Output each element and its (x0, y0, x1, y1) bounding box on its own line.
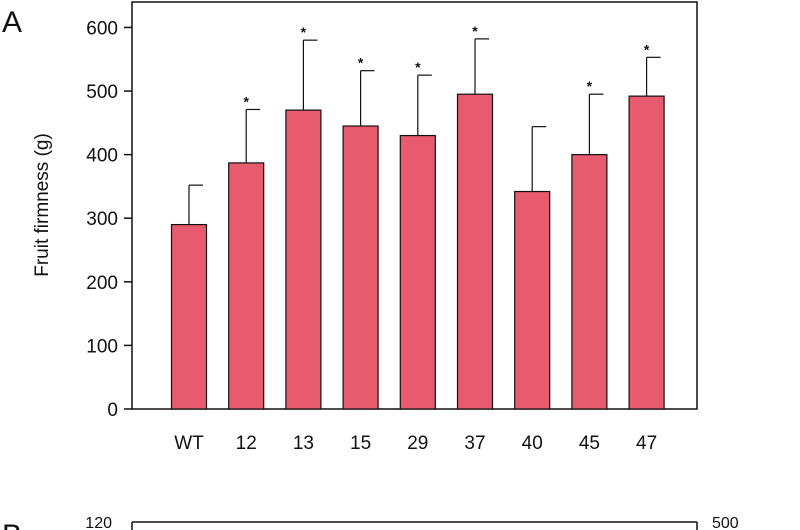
x-tick-label-WT: WT (174, 433, 204, 454)
x-tick-label-45: 45 (579, 433, 600, 454)
x-tick-label-12: 12 (236, 433, 257, 454)
significance-star-12: * (243, 93, 249, 109)
significance-star-45: * (587, 78, 593, 94)
x-tick-label-37: 37 (464, 433, 485, 454)
bar-13 (285, 109, 322, 410)
significance-star-37: * (472, 23, 478, 39)
bar-15 (342, 125, 379, 410)
bar-29 (399, 134, 436, 410)
x-axis: WT 12 13 15 29 37 40 45 47 (174, 433, 657, 454)
significance-star-15: * (358, 55, 364, 71)
significance-star-47: * (644, 41, 650, 57)
bar-37 (456, 93, 494, 410)
x-tick-label-47: 47 (636, 433, 657, 454)
y-tick-label: 500 (86, 82, 118, 103)
y-tick-label: 300 (86, 209, 118, 230)
bar-series: * * * * * * * (170, 23, 665, 410)
y-tick-label: 100 (86, 336, 118, 357)
significance-star-13: * (301, 24, 307, 40)
panel-b-right-tick: 500 (712, 515, 739, 530)
bar-45 (571, 154, 608, 410)
y-tick-label: 200 (86, 273, 118, 294)
y-tick-label: 600 (86, 18, 118, 39)
y-axis: 0 100 200 300 400 500 600 (86, 18, 132, 421)
panel-a-label: A (2, 6, 22, 39)
x-tick-label-13: 13 (293, 433, 314, 454)
bar-WT (170, 223, 208, 410)
y-tick-label: 0 (107, 400, 118, 421)
y-tick-label: 400 (86, 146, 118, 167)
panel-b-label: B (2, 519, 22, 530)
y-axis-label: Fruit firmness (g) (32, 133, 53, 277)
bar-47 (628, 95, 665, 410)
x-tick-label-15: 15 (350, 433, 371, 454)
x-tick-label-40: 40 (522, 433, 543, 454)
bar-40 (514, 190, 551, 410)
x-tick-label-29: 29 (407, 433, 428, 454)
bar-12 (228, 162, 265, 410)
panel-b-left-tick: 120 (85, 515, 112, 530)
significance-star-29: * (415, 59, 421, 75)
